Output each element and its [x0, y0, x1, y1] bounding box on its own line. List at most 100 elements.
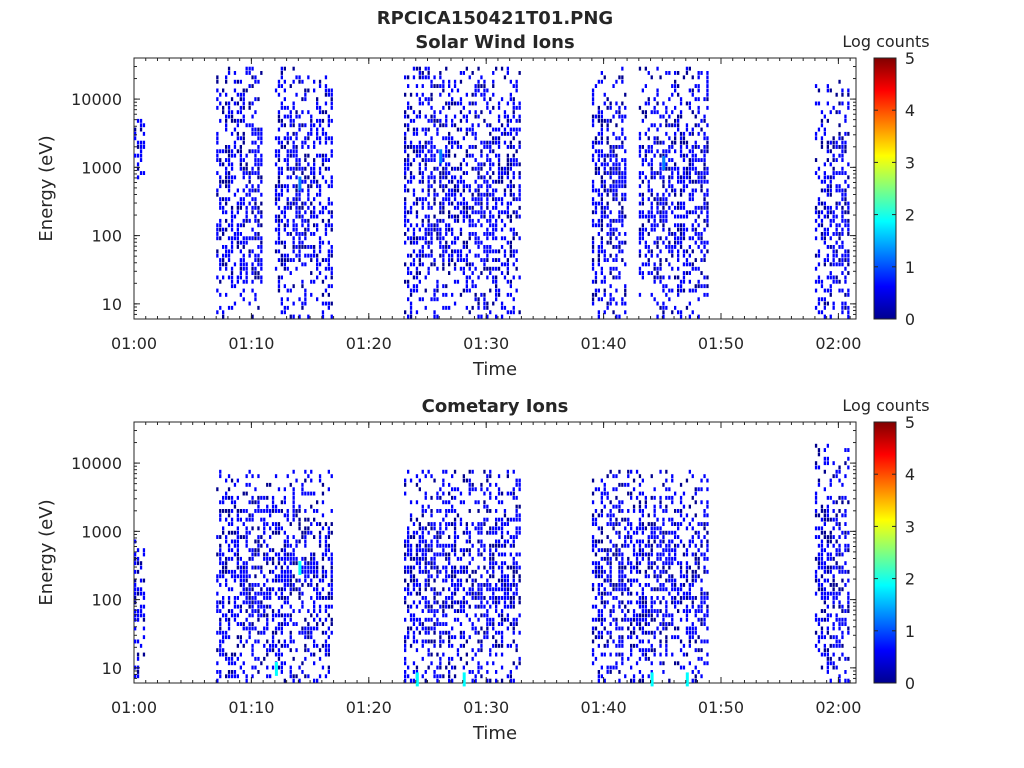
spectrogram-cell [468, 75, 471, 80]
spectrogram-cell [512, 145, 515, 149]
spectrogram-cell [436, 297, 439, 302]
spectrogram-cell [477, 88, 480, 93]
spectrogram-cell [415, 578, 419, 583]
spectrogram-cell [489, 218, 492, 223]
spectrogram-cell [216, 223, 219, 228]
spectrogram-cell [841, 197, 844, 202]
spectrogram-cell [295, 266, 298, 271]
spectrogram-cell [409, 314, 413, 319]
spectrogram-cell [233, 192, 237, 197]
spectrogram-cell [251, 210, 254, 215]
spectrogram-cell [656, 171, 659, 175]
spectrogram-cell [503, 171, 507, 175]
spectrogram-cell [844, 179, 847, 184]
spectrogram-cell [600, 140, 603, 145]
spectrogram-cell [451, 258, 454, 262]
spectrogram-cell [260, 509, 263, 513]
spectrogram-cell [236, 279, 239, 284]
spectrogram-cell [327, 201, 330, 206]
spectrogram-cell [295, 145, 298, 149]
spectrogram-cell [436, 543, 439, 548]
spectrogram-cell [486, 218, 489, 223]
spectrogram-cell [456, 253, 460, 258]
spectrogram-cell [421, 197, 424, 202]
spectrogram-cell [427, 253, 430, 258]
spectrogram-cell [283, 574, 286, 579]
spectrogram-cell [412, 258, 416, 262]
spectrogram-cell [327, 184, 330, 189]
spectrogram-cell [271, 635, 275, 640]
spectrogram-cell [230, 574, 234, 579]
spectrogram-cell [274, 474, 278, 479]
spectrogram-cell [280, 569, 283, 574]
spectrogram-cell [295, 188, 298, 193]
spectrogram-cell [225, 79, 228, 84]
spectrogram-cell [679, 245, 683, 249]
spectrogram-cell [277, 288, 281, 293]
spectrogram-cell [251, 66, 254, 71]
spectrogram-cell [703, 162, 706, 167]
spectrogram-cell [703, 97, 706, 102]
spectrogram-cell [492, 84, 495, 88]
spectrogram-cell [591, 114, 595, 119]
spectrogram-cell [600, 548, 603, 553]
spectrogram-cell [248, 149, 251, 154]
spectrogram-cell [489, 184, 492, 189]
spectrogram-cell [286, 600, 289, 605]
spectrogram-cell [316, 574, 319, 579]
spectrogram-cell [242, 92, 245, 97]
spectrogram-cell [324, 153, 328, 158]
spectrogram-cell [330, 253, 333, 258]
spectrogram-cell [459, 249, 463, 254]
spectrogram-cell [280, 240, 283, 245]
spectrogram-cell [277, 613, 281, 618]
spectrogram-cell [313, 574, 316, 579]
spectrogram-cell [430, 652, 433, 657]
spectrogram-cell [829, 140, 832, 145]
spectrogram-cell [456, 205, 460, 210]
spectrogram-cell [263, 630, 266, 635]
spectrogram-cell [609, 118, 612, 123]
spectrogram-cell [407, 218, 410, 223]
spectrogram-cell [515, 288, 518, 293]
spectrogram-cell [227, 175, 231, 180]
spectrogram-cell [236, 101, 239, 106]
spectrogram-cell [292, 556, 295, 561]
spectrogram-cell [330, 227, 333, 232]
spectrogram-cell [321, 153, 325, 158]
spectrogram-cell [277, 218, 281, 223]
spectrogram-cell [814, 101, 818, 106]
spectrogram-cell [700, 205, 703, 210]
x-axis-label: Time [472, 359, 517, 380]
spectrogram-cell [424, 556, 427, 561]
spectrogram-cell [465, 565, 468, 570]
spectrogram-cell [612, 487, 615, 492]
spectrogram-cell [462, 136, 465, 141]
spectrogram-cell [694, 166, 697, 171]
spectrogram-cell [506, 539, 509, 544]
spectrogram-cell [407, 127, 410, 132]
spectrogram-cell [292, 197, 295, 202]
spectrogram-cell [606, 643, 609, 648]
spectrogram-cell [600, 136, 603, 141]
spectrogram-cell [500, 639, 504, 644]
spectrogram-cell [641, 236, 644, 241]
spectrogram-cell [656, 253, 659, 258]
spectrogram-cell [451, 665, 454, 670]
spectrogram-cell [233, 153, 237, 158]
spectrogram-cell [134, 587, 137, 592]
spectrogram-cell [283, 495, 286, 500]
spectrogram-cell [618, 136, 621, 141]
spectrogram-cell [480, 613, 483, 618]
spectrogram-cell [236, 240, 239, 245]
spectrogram-cell [418, 166, 421, 171]
spectrogram-cell [245, 205, 248, 210]
spectrogram-cell [227, 105, 231, 110]
spectrogram-cell [321, 240, 325, 245]
spectrogram-cell [682, 184, 686, 189]
spectrogram-cell [844, 149, 847, 154]
spectrogram-cell [453, 591, 457, 596]
spectrogram-cell [439, 526, 442, 531]
spectrogram-cell [260, 535, 263, 539]
spectrogram-cell [433, 118, 436, 123]
